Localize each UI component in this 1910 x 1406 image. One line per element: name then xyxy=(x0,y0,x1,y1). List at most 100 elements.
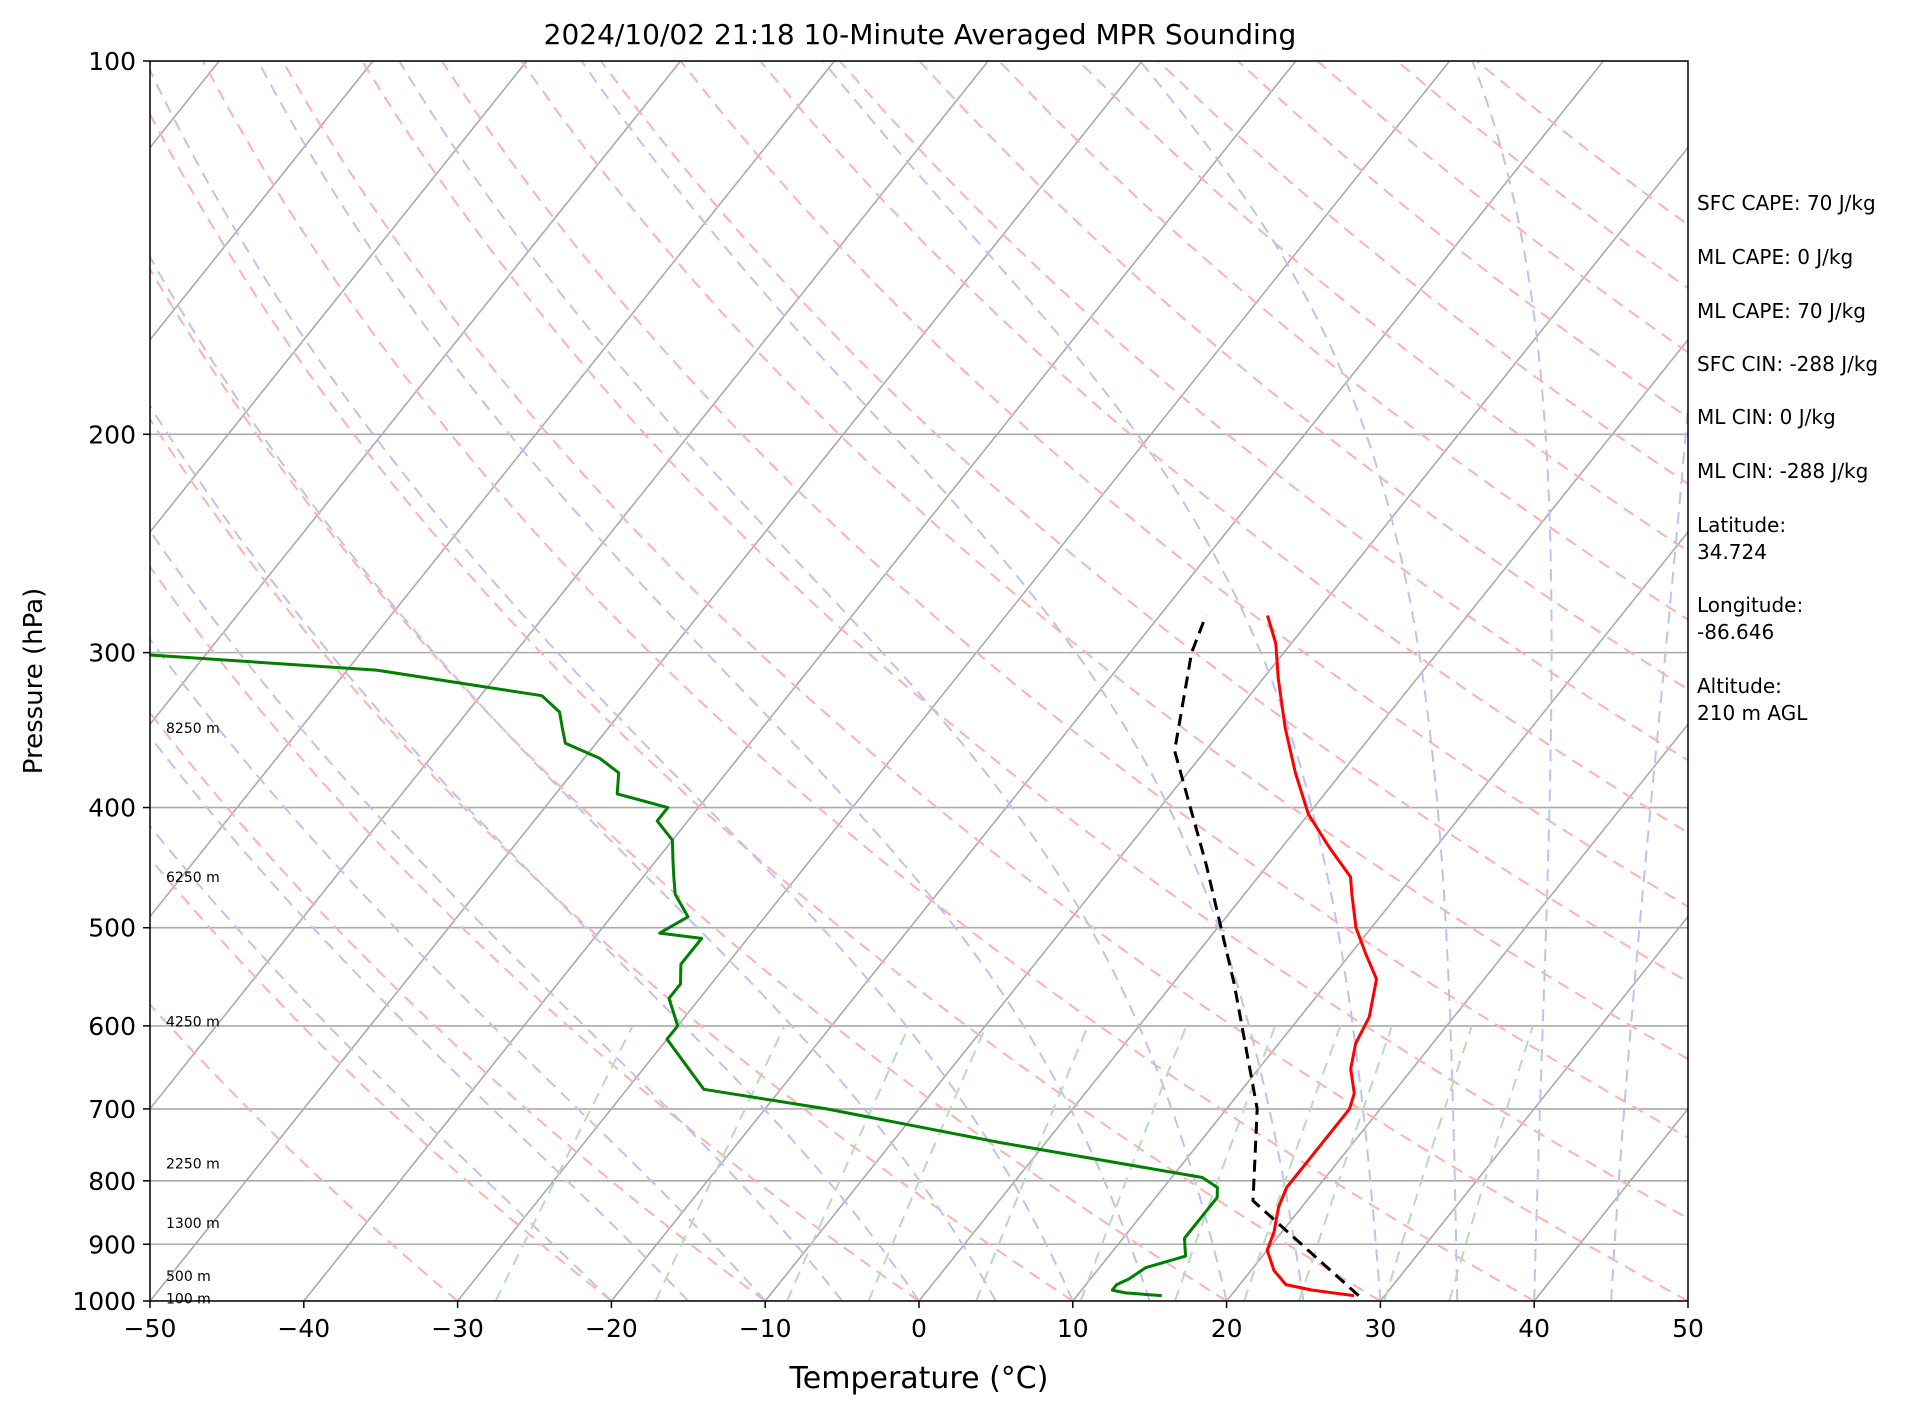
isotherm-line xyxy=(150,61,836,918)
x-tick-label: −30 xyxy=(431,1314,484,1343)
isotherm-gridlines xyxy=(150,61,1688,1301)
x-axis-label: Temperature (°C) xyxy=(789,1361,1049,1396)
ml-cin-text: ML CIN: 0 J/kg xyxy=(1697,405,1836,429)
x-tick-label: −40 xyxy=(277,1314,330,1343)
mixing-ratio-line xyxy=(1298,1025,1393,1301)
height-label: 500 m xyxy=(166,1269,211,1285)
sfc-cin-text: SFC CIN: -288 J/kg xyxy=(1697,352,1879,376)
ml-cape-text-2: ML CAPE: 70 J/kg xyxy=(1697,299,1866,323)
isotherm-line xyxy=(303,61,1297,1301)
latitude-value: 34.724 xyxy=(1697,540,1767,564)
height-label: 4250 m xyxy=(166,1014,220,1030)
moist-adiabat xyxy=(150,824,613,1301)
x-tick-label: 30 xyxy=(1364,1314,1396,1343)
ml-cape-text: ML CAPE: 0 J/kg xyxy=(1697,245,1854,269)
dry-adiabat xyxy=(600,61,1688,984)
sounding-profiles xyxy=(150,614,1378,1298)
x-tick-label: 10 xyxy=(1057,1314,1089,1343)
altitude-label: Altitude: xyxy=(1697,674,1782,698)
mixing-ratio-line xyxy=(654,1025,786,1301)
y-tick-label: 100 xyxy=(88,47,136,76)
y-tick-label: 600 xyxy=(88,1012,136,1041)
isotherm-line xyxy=(610,61,1605,1301)
height-label: 2250 m xyxy=(166,1157,220,1173)
moist-adiabat xyxy=(1610,394,1688,1301)
dry-adiabat xyxy=(150,417,1074,1301)
y-axis-ticks: 100 200 300 400 500 600 700 800 900 1000 xyxy=(72,47,150,1316)
mixing-ratio-line xyxy=(494,1025,634,1301)
isotherm-line xyxy=(150,61,989,1111)
mixing-ratio-line xyxy=(975,1025,1089,1301)
plot-area xyxy=(150,61,1688,1301)
mixing-ratio-lines xyxy=(494,1025,1534,1301)
isotherm-line xyxy=(1225,722,1688,1301)
isotherm-line xyxy=(150,61,528,534)
latitude-label: Latitude: xyxy=(1697,513,1787,537)
isotherm-line xyxy=(918,338,1688,1301)
height-labels: 100 m 500 m 1300 m 2250 m 4250 m 6250 m 8250 m xyxy=(166,721,220,1307)
moist-adiabat xyxy=(822,61,1382,1301)
mixing-ratio-line xyxy=(1243,1025,1342,1301)
ml-cin-text-2: ML CIN: -288 J/kg xyxy=(1697,459,1869,483)
dry-adiabats xyxy=(150,61,1688,1301)
y-tick-label: 1000 xyxy=(72,1287,136,1316)
chart-title: 2024/10/02 21:18 10-Minute Averaged MPR … xyxy=(544,18,1297,51)
moist-adiabats xyxy=(150,61,1688,1301)
moist-adiabat xyxy=(1471,61,1553,1301)
x-tick-label: 40 xyxy=(1518,1314,1550,1343)
dry-adiabat xyxy=(759,61,1688,834)
moist-adiabat xyxy=(150,529,843,1301)
dry-adiabat xyxy=(998,61,1688,621)
height-label: 1300 m xyxy=(166,1216,220,1232)
moist-adiabat xyxy=(150,254,997,1301)
temperature-profile xyxy=(1265,615,1378,1298)
parcel-profile xyxy=(1173,614,1360,1297)
y-tick-label: 200 xyxy=(88,420,136,449)
y-tick-label: 500 xyxy=(88,914,136,943)
mixing-ratio-line xyxy=(1173,1025,1277,1301)
mixing-ratio-line xyxy=(1448,1025,1534,1301)
moist-adiabat xyxy=(150,734,690,1301)
y-tick-label: 900 xyxy=(88,1230,136,1259)
dry-adiabat xyxy=(281,61,1688,1301)
longitude-value: -86.646 xyxy=(1697,620,1775,644)
isotherm-line xyxy=(150,61,682,726)
dewpoint-profile xyxy=(150,653,1219,1298)
dry-adiabat xyxy=(361,61,1688,1220)
dry-adiabat xyxy=(150,1003,459,1301)
x-tick-label: −50 xyxy=(124,1314,177,1343)
isotherm-line xyxy=(150,61,1143,1301)
plot-frame xyxy=(149,60,1689,1302)
dry-adiabat xyxy=(150,112,1381,1301)
moist-adiabat xyxy=(580,61,1305,1301)
mixing-ratio-line xyxy=(1383,1025,1473,1301)
dry-adiabat xyxy=(150,565,920,1301)
x-axis-ticks: −50 −40 −30 −20 −10 0 10 20 30 40 50 xyxy=(124,1301,1704,1343)
y-tick-label: 400 xyxy=(88,794,136,823)
moist-adiabat xyxy=(150,404,920,1301)
sfc-cape-text: SFC CAPE: 70 J/kg xyxy=(1697,191,1876,215)
isotherm-line xyxy=(1072,530,1688,1301)
mixing-ratio-line xyxy=(786,1025,911,1301)
dry-adiabat xyxy=(520,61,1688,1061)
x-tick-label: 0 xyxy=(911,1314,927,1343)
altitude-value: 210 m AGL xyxy=(1697,701,1808,725)
y-tick-label: 300 xyxy=(88,639,136,668)
isotherm-line xyxy=(150,61,374,342)
moist-adiabat xyxy=(257,61,1151,1301)
mixing-ratio-line xyxy=(1079,1025,1188,1301)
isobar-gridlines xyxy=(150,61,1688,1301)
y-tick-label: 800 xyxy=(88,1167,136,1196)
height-label: 100 m xyxy=(166,1291,211,1307)
height-label: 8250 m xyxy=(166,721,220,737)
moist-adiabat xyxy=(1139,61,1459,1301)
x-tick-label: 50 xyxy=(1672,1314,1704,1343)
dry-adiabat xyxy=(679,61,1688,908)
x-tick-label: 20 xyxy=(1211,1314,1243,1343)
x-tick-label: −20 xyxy=(585,1314,638,1343)
height-label: 6250 m xyxy=(166,870,220,886)
dry-adiabat xyxy=(150,711,766,1301)
longitude-label: Longitude: xyxy=(1697,593,1804,617)
x-tick-label: −10 xyxy=(739,1314,792,1343)
